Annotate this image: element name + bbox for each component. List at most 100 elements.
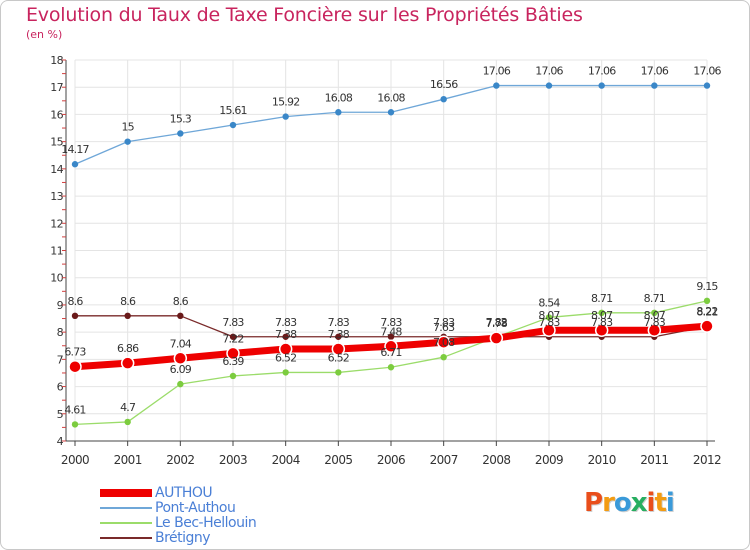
- data-point[interactable]: [229, 372, 237, 380]
- data-label: 6.39: [222, 355, 244, 368]
- data-label: 6.73: [64, 346, 86, 359]
- legend-label: Le Bec-Hellouin: [155, 515, 257, 531]
- data-point[interactable]: [71, 312, 79, 320]
- data-label: 7.83: [591, 316, 613, 329]
- y-tick-label: 7: [57, 353, 64, 366]
- y-tick-label: 14: [50, 163, 63, 176]
- data-label: 7.83: [328, 316, 350, 329]
- data-label: 16.08: [377, 91, 405, 104]
- data-point[interactable]: [177, 130, 184, 137]
- data-point[interactable]: [598, 309, 605, 317]
- data-point[interactable]: [282, 333, 289, 340]
- y-tick-label: 4: [57, 435, 64, 448]
- data-label: 16.56: [430, 78, 458, 91]
- data-label: 7.83: [380, 316, 402, 329]
- legend-swatch: [100, 537, 152, 539]
- y-tick-label: 8: [57, 326, 64, 339]
- data-point[interactable]: [387, 333, 395, 340]
- data-point[interactable]: [120, 356, 135, 370]
- data-label: 17.06: [588, 65, 616, 78]
- data-point[interactable]: [594, 323, 609, 337]
- data-point[interactable]: [440, 353, 447, 361]
- data-point[interactable]: [335, 109, 342, 116]
- data-point[interactable]: [545, 82, 553, 89]
- data-label: 8.54: [538, 296, 560, 309]
- data-label: 7.83: [486, 316, 508, 329]
- data-label: 7.38: [275, 328, 297, 341]
- data-point[interactable]: [71, 161, 79, 168]
- data-point[interactable]: [384, 339, 398, 354]
- data-point[interactable]: [387, 109, 395, 116]
- data-point[interactable]: [278, 342, 293, 356]
- data-point[interactable]: [68, 359, 82, 374]
- x-tick-label: 2005: [324, 453, 352, 467]
- data-label: 15.92: [272, 96, 300, 109]
- data-point[interactable]: [651, 309, 658, 317]
- data-label: 7.22: [222, 332, 243, 345]
- proxiti-logo: Proxiti: [584, 488, 675, 518]
- x-tick-label: 2011: [640, 453, 668, 467]
- data-point[interactable]: [387, 364, 395, 371]
- data-point[interactable]: [598, 82, 605, 89]
- data-label: 7.82: [486, 316, 507, 329]
- data-point[interactable]: [173, 351, 188, 366]
- data-label: 16.08: [325, 91, 353, 104]
- y-tick-label: 9: [57, 299, 64, 312]
- data-point[interactable]: [335, 333, 342, 340]
- data-label: 7.78: [486, 317, 508, 330]
- data-label: 8.07: [591, 309, 613, 322]
- x-tick-label: 2002: [166, 453, 194, 467]
- data-point[interactable]: [71, 421, 79, 428]
- data-label: 17.06: [693, 65, 721, 78]
- data-point[interactable]: [647, 323, 662, 337]
- data-point[interactable]: [177, 312, 184, 320]
- data-point[interactable]: [229, 121, 237, 129]
- y-tick-label: 18: [50, 54, 63, 67]
- data-label: 7.83: [433, 316, 455, 329]
- data-label: 4.7: [120, 401, 136, 414]
- data-point[interactable]: [542, 323, 556, 337]
- x-tick-label: 2010: [588, 453, 616, 467]
- data-point[interactable]: [700, 319, 714, 333]
- x-tick-label: 2009: [535, 453, 563, 467]
- data-point[interactable]: [331, 342, 346, 356]
- data-label: 6.09: [170, 363, 192, 376]
- data-label: 7.38: [328, 328, 350, 341]
- data-point[interactable]: [489, 331, 504, 345]
- data-point[interactable]: [493, 82, 500, 89]
- data-point[interactable]: [703, 297, 711, 305]
- data-point[interactable]: [282, 369, 289, 376]
- y-tick-label: 11: [50, 245, 63, 258]
- y-tick-label: 17: [50, 81, 63, 94]
- data-label: 8.07: [538, 309, 560, 322]
- y-tick-label: 6: [57, 381, 64, 394]
- data-point[interactable]: [703, 82, 711, 89]
- data-label: 8.6: [120, 295, 136, 308]
- data-label: 17.06: [483, 65, 511, 78]
- y-tick-label: 5: [57, 408, 64, 421]
- chart-title: Evolution du Taux de Taxe Foncière sur l…: [26, 4, 583, 26]
- data-point[interactable]: [124, 418, 131, 426]
- legend-swatch: [100, 522, 152, 524]
- data-point[interactable]: [335, 369, 342, 376]
- data-point[interactable]: [229, 333, 237, 340]
- logo-letter: o: [613, 488, 632, 518]
- logo-letter: i: [646, 488, 656, 518]
- legend-label: AUTHOU: [155, 485, 213, 501]
- data-point[interactable]: [282, 113, 289, 120]
- data-point[interactable]: [124, 138, 131, 145]
- data-point[interactable]: [226, 346, 240, 361]
- data-point[interactable]: [440, 95, 447, 103]
- data-label: 15.3: [170, 112, 192, 125]
- legend-label: Pont-Authou: [155, 500, 236, 516]
- data-point[interactable]: [124, 312, 131, 320]
- data-point[interactable]: [651, 82, 658, 89]
- data-label: 8.22: [696, 305, 717, 318]
- data-point[interactable]: [436, 335, 451, 349]
- x-tick-label: 2007: [430, 453, 458, 467]
- data-point[interactable]: [545, 314, 553, 321]
- data-label: 4.61: [64, 403, 85, 416]
- data-point[interactable]: [177, 380, 184, 388]
- data-label: 7.83: [275, 316, 297, 329]
- y-tick-label: 10: [50, 272, 63, 285]
